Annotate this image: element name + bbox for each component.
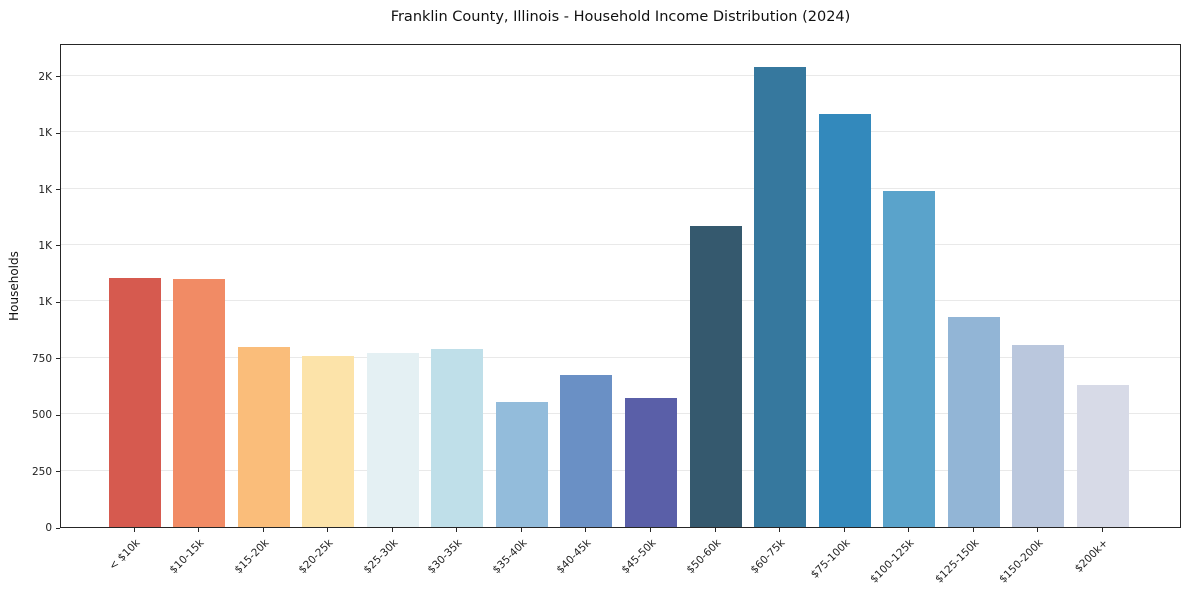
y-tick-mark xyxy=(56,471,60,473)
x-tick-mark xyxy=(1037,528,1039,532)
x-tick-mark xyxy=(650,528,652,532)
bar-$20-25k xyxy=(302,355,355,527)
x-tick-mark xyxy=(456,528,458,532)
gridline xyxy=(61,300,1180,302)
y-tick-label: 250 xyxy=(31,465,52,478)
bar-$75-100k xyxy=(818,114,871,527)
x-tick-mark xyxy=(1102,528,1103,532)
x-tick-mark xyxy=(843,528,845,532)
bar-$25-30k xyxy=(366,353,419,527)
x-tick-mark xyxy=(520,528,522,532)
plot-area xyxy=(60,44,1181,528)
bar-$15-20k xyxy=(237,346,290,527)
y-tick-mark xyxy=(56,301,60,303)
y-tick-label: 1K xyxy=(38,239,52,252)
y-tick-mark xyxy=(56,358,60,360)
y-tick-label: 750 xyxy=(31,352,52,365)
gridline xyxy=(61,356,1180,358)
x-tick-mark xyxy=(133,528,135,532)
bar-$30-35k xyxy=(431,348,484,527)
y-tick-mark xyxy=(56,132,60,134)
y-tick-label: 1K xyxy=(38,127,52,140)
y-tick-mark xyxy=(56,189,60,191)
bar-$100-125k xyxy=(883,190,936,527)
bar-$10-15k xyxy=(173,278,226,527)
y-tick-label: 1K xyxy=(38,296,52,309)
gridline xyxy=(61,74,1180,76)
y-tick-label: 500 xyxy=(31,409,52,422)
x-tick-mark xyxy=(779,528,781,532)
bar-$40-45k xyxy=(560,374,613,527)
x-tick-mark xyxy=(198,528,200,532)
y-tick-mark xyxy=(56,245,60,247)
x-tick-mark xyxy=(327,528,329,532)
x-tick-mark xyxy=(391,528,393,532)
bar-$60-75k xyxy=(754,66,807,527)
x-tick-mark xyxy=(262,528,264,532)
x-tick-mark xyxy=(714,528,716,532)
bar-$50-60k xyxy=(689,225,742,527)
x-tick-label: < $10k xyxy=(106,537,142,573)
y-tick-label: 0 xyxy=(45,522,52,534)
x-tick-mark xyxy=(972,528,974,532)
y-tick-mark xyxy=(56,76,60,78)
y-tick-mark xyxy=(56,414,60,416)
bar-$150-200k xyxy=(1012,345,1065,527)
bar-$35-40k xyxy=(495,401,548,527)
bar-< $10k xyxy=(108,277,161,527)
y-tick-mark xyxy=(56,527,60,529)
bar-$125-150k xyxy=(947,317,1000,527)
y-tick-label: 2K xyxy=(38,70,52,83)
bar-$200k+ xyxy=(1077,384,1129,527)
gridline xyxy=(61,131,1180,133)
x-tick-mark xyxy=(585,528,587,532)
bar-$45-50k xyxy=(625,398,678,527)
gridline xyxy=(61,243,1180,245)
y-axis-label: Households xyxy=(7,251,21,321)
gridline xyxy=(61,187,1180,189)
gridline xyxy=(61,469,1180,471)
chart-title: Franklin County, Illinois - Household In… xyxy=(390,9,851,25)
y-tick-label: 1K xyxy=(38,183,52,196)
gridline xyxy=(61,413,1180,415)
x-tick-mark xyxy=(908,528,910,532)
